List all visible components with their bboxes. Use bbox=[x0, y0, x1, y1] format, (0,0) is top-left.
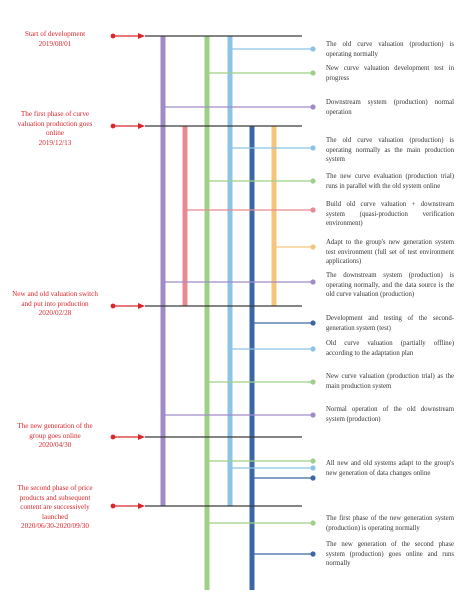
event-description: All new and old systems adapt to the gro… bbox=[326, 460, 454, 477]
event-description: Development and testing of the second-ge… bbox=[326, 315, 454, 332]
milestone-arrow-head bbox=[138, 123, 145, 129]
milestone-date: 2020/02/28 bbox=[38, 309, 72, 318]
event-dot bbox=[310, 551, 316, 557]
milestone-line: The second phase of price bbox=[17, 484, 93, 492]
milestone-line: products and subsequent bbox=[19, 493, 91, 502]
event-description: The first phase of the new generation sy… bbox=[326, 515, 454, 532]
event-dot bbox=[310, 520, 316, 526]
milestone-line: valuation production goes bbox=[17, 119, 93, 128]
event-description: The new generation of the second phase s… bbox=[326, 541, 454, 568]
event-description: New curve valuation (production trial) a… bbox=[326, 373, 454, 390]
event-dot bbox=[310, 465, 316, 471]
milestone-arrow-head bbox=[138, 303, 145, 309]
milestone-label-start: Start of development 2019/08/01 bbox=[2, 30, 108, 49]
event-dot bbox=[310, 475, 316, 481]
event-dot bbox=[310, 320, 316, 326]
milestone-line: New and old valuation switch bbox=[12, 290, 98, 298]
milestone-line: launched bbox=[42, 512, 68, 521]
milestone-date: 2019/12/13 bbox=[38, 138, 72, 147]
milestone-label-phase2: The second phase of price products and s… bbox=[2, 484, 108, 532]
milestone-arrow-head bbox=[138, 503, 145, 509]
event-description: Build old curve valuation + downstream s… bbox=[326, 201, 454, 228]
event-description: Old curve valuation (partially offline) … bbox=[326, 340, 454, 357]
milestone-date: 2020/06/30-2020/09/30 bbox=[21, 522, 89, 531]
event-dot bbox=[310, 46, 316, 52]
event-dot bbox=[310, 346, 316, 352]
event-description: Normal operation of the old downstream s… bbox=[326, 406, 454, 423]
event-description: The old curve valuation (production) is … bbox=[326, 137, 454, 164]
event-description: The new curve evaluation (production tri… bbox=[326, 173, 454, 190]
milestone-label-group-online: The new generation of the group goes onl… bbox=[2, 422, 108, 451]
milestone-line: The first phase of curve bbox=[20, 110, 90, 118]
event-dot bbox=[310, 458, 316, 464]
milestone-arrow-head bbox=[138, 33, 145, 39]
event-dot bbox=[310, 379, 316, 385]
event-description: New curve valuation development test in … bbox=[326, 65, 454, 82]
event-dot bbox=[310, 70, 316, 76]
milestone-date: 2019/08/01 bbox=[38, 39, 72, 48]
milestone-line: group goes online bbox=[29, 431, 81, 440]
event-description: The old curve valuation (production) is … bbox=[326, 41, 454, 58]
milestone-line: online bbox=[46, 129, 64, 138]
event-description: Downstream system (production) normal op… bbox=[326, 99, 454, 116]
milestone-line: The new generation of the bbox=[17, 422, 93, 430]
event-dot bbox=[310, 207, 316, 213]
event-dot bbox=[310, 145, 316, 151]
event-description: The downstream system (production) is op… bbox=[326, 272, 454, 299]
milestone-line: Start of development bbox=[24, 30, 86, 38]
event-dot bbox=[310, 412, 316, 418]
milestone-label-phase1: The first phase of curve valuation produ… bbox=[2, 110, 108, 148]
event-dot bbox=[310, 244, 316, 250]
event-dot bbox=[310, 279, 316, 285]
milestone-date: 2020/04/30 bbox=[38, 441, 72, 450]
event-description: Adapt to the group's new generation syst… bbox=[326, 239, 454, 266]
milestone-line: content are successively bbox=[20, 503, 90, 512]
milestone-label-switch: New and old valuation switch and put int… bbox=[2, 290, 108, 319]
event-dot bbox=[310, 178, 316, 184]
event-dot bbox=[310, 104, 316, 110]
milestone-arrow-head bbox=[138, 434, 145, 440]
milestone-line: and put into production bbox=[21, 299, 89, 308]
